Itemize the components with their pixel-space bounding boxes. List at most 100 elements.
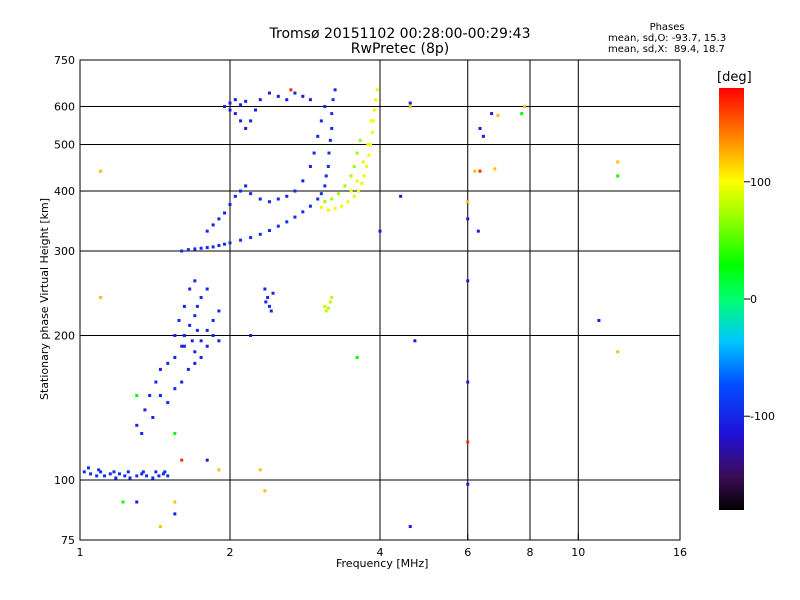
data-point: [367, 153, 371, 157]
data-point: [239, 119, 243, 123]
data-point: [121, 500, 125, 504]
data-point: [378, 229, 382, 233]
data-point: [182, 344, 186, 348]
x-axis-label: Frequency [MHz]: [336, 557, 429, 570]
data-point: [239, 238, 243, 242]
data-point: [141, 470, 145, 474]
x-ticks: 1 2 4 6 8 10 16: [77, 534, 687, 559]
data-point: [466, 440, 470, 444]
data-point: [188, 287, 192, 291]
data-point: [158, 367, 162, 371]
data-point: [161, 472, 165, 476]
data-point: [370, 130, 374, 134]
data-point: [108, 472, 112, 476]
data-point: [205, 328, 209, 332]
data-point: [267, 304, 271, 308]
data-point: [340, 204, 344, 208]
data-point: [408, 101, 412, 105]
data-point: [361, 160, 365, 164]
x-tick-label: 4: [377, 546, 384, 559]
data-point: [211, 223, 215, 227]
data-point: [352, 164, 356, 168]
data-point: [223, 242, 227, 246]
data-point: [408, 525, 412, 529]
data-point: [478, 169, 482, 173]
data-point: [205, 229, 209, 233]
data-point: [173, 512, 177, 516]
data-point: [99, 296, 103, 300]
data-point: [276, 224, 280, 228]
data-point: [356, 189, 360, 193]
data-point: [166, 361, 170, 365]
data-point: [228, 202, 232, 206]
data-point: [276, 94, 280, 98]
data-point: [249, 334, 253, 338]
data-point: [180, 380, 184, 384]
data-point: [217, 244, 221, 248]
data-point: [301, 94, 305, 98]
data-point: [478, 126, 482, 130]
data-point: [180, 458, 184, 462]
data-point: [253, 108, 257, 112]
data-point: [199, 246, 203, 250]
data-point: [195, 328, 199, 332]
data-point: [316, 197, 320, 201]
data-point: [249, 236, 253, 240]
data-point: [316, 134, 320, 138]
data-point: [263, 489, 267, 493]
colorbar-ticks: 100 0 -100: [744, 176, 775, 423]
data-point: [308, 164, 312, 168]
data-point: [135, 474, 139, 478]
data-point: [211, 318, 215, 322]
data-point: [95, 474, 99, 478]
data-point: [199, 296, 203, 300]
data-point: [323, 200, 327, 204]
data-point: [267, 91, 271, 95]
data-point: [258, 468, 262, 472]
data-point: [355, 355, 359, 359]
data-point: [327, 151, 331, 155]
y-axis-label: Stationary phase Virtual Height [km]: [38, 197, 51, 400]
data-point: [112, 470, 116, 474]
data-point: [205, 458, 209, 462]
data-point: [285, 98, 289, 102]
data-point: [145, 474, 149, 478]
data-point: [264, 300, 268, 304]
colorbar-tick-label: 100: [750, 176, 771, 189]
data-point: [293, 91, 297, 95]
data-point: [182, 304, 186, 308]
data-point: [308, 98, 312, 102]
data-point: [285, 194, 289, 198]
data-point: [324, 174, 328, 178]
data-point: [326, 164, 330, 168]
data-point: [228, 108, 232, 112]
data-point: [369, 143, 373, 147]
data-point: [205, 287, 209, 291]
x-tick-label: 2: [227, 546, 234, 559]
data-point: [193, 361, 197, 365]
data-point: [375, 88, 379, 92]
data-point: [180, 344, 184, 348]
data-point: [473, 169, 477, 173]
data-point: [233, 98, 237, 102]
data-point: [466, 380, 470, 384]
data-point: [293, 215, 297, 219]
y-tick-label: 200: [54, 330, 75, 343]
data-point: [99, 470, 103, 474]
data-point: [103, 474, 107, 478]
data-point: [211, 334, 215, 338]
data-point: [154, 470, 158, 474]
data-point: [324, 309, 328, 313]
x-tick-label: 6: [464, 546, 471, 559]
phase-heading: Phases: [649, 22, 685, 33]
data-point: [173, 500, 177, 504]
data-point: [466, 200, 470, 204]
y-tick-label: 75: [61, 534, 75, 547]
data-point: [616, 350, 620, 354]
phase-x-stats: mean, sd,X: 89.4, 18.7: [608, 44, 725, 55]
data-point: [331, 98, 335, 102]
data-point: [301, 179, 305, 183]
data-point: [323, 105, 327, 109]
y-tick-label: 400: [54, 185, 75, 198]
data-point: [308, 204, 312, 208]
